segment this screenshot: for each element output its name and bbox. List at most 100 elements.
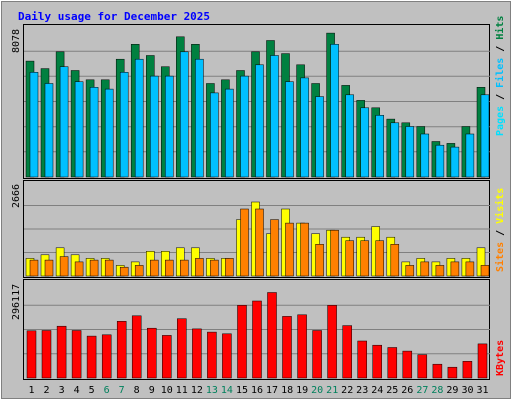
bar-sites <box>44 259 54 277</box>
bar-sites <box>390 244 400 277</box>
bar-sites <box>270 219 279 277</box>
bar-sites <box>345 240 354 277</box>
bar-files <box>435 144 445 178</box>
x-tick-label: 26 <box>401 385 413 396</box>
bar-files <box>89 87 99 178</box>
bar-files <box>405 126 415 178</box>
x-tick-label: 11 <box>176 385 188 396</box>
bar-kbytes <box>71 330 82 379</box>
x-tick-label: 18 <box>281 385 293 396</box>
bar-kbytes <box>101 334 112 379</box>
bar-kbytes <box>252 300 262 379</box>
bar-kbytes <box>372 344 382 379</box>
bar-files <box>240 75 249 178</box>
bar-files <box>360 107 369 178</box>
x-tick-label: 15 <box>236 385 248 396</box>
bar-kbytes <box>342 325 352 379</box>
bar-files <box>225 88 234 178</box>
bar-kbytes <box>417 354 428 379</box>
x-tick-label: 8 <box>134 385 140 396</box>
bar-files <box>165 75 174 178</box>
x-tick-label: 2 <box>43 385 49 396</box>
bar-files <box>450 146 460 178</box>
bar-kbytes <box>387 347 398 379</box>
bar-marks <box>25 32 490 379</box>
bar-files <box>150 75 159 178</box>
bottom-ymax-label: 296117 <box>11 284 22 320</box>
bar-files <box>104 88 114 178</box>
x-tick-label: 19 <box>296 385 308 396</box>
x-tick-label: 25 <box>386 385 398 396</box>
bar-kbytes <box>282 316 292 379</box>
bar-sites <box>420 261 430 277</box>
bar-files <box>390 122 400 178</box>
bar-sites <box>375 240 384 277</box>
x-tick-label: 3 <box>59 385 65 396</box>
bar-sites <box>119 266 129 277</box>
bar-files <box>255 64 264 178</box>
bar-kbytes <box>56 325 67 379</box>
bar-sites <box>465 261 475 277</box>
bar-kbytes <box>327 305 337 379</box>
legend-sep-3: / <box>495 224 506 242</box>
bar-sites <box>315 244 324 277</box>
bar-kbytes <box>447 366 458 379</box>
bar-sites <box>285 222 294 277</box>
bar-kbytes <box>207 331 217 379</box>
bar-sites <box>104 259 114 277</box>
x-tick-label: 6 <box>104 385 110 396</box>
bar-kbytes <box>147 327 157 379</box>
x-tick-label: 12 <box>191 385 203 396</box>
bar-sites <box>255 208 264 277</box>
bar-sites <box>74 261 84 277</box>
legend-pages: Pages <box>495 106 506 136</box>
bar-kbytes <box>477 343 488 379</box>
bar-files <box>420 133 430 178</box>
legend-hits: Hits <box>494 16 506 40</box>
bar-files <box>375 115 384 178</box>
bar-files <box>300 77 309 178</box>
bar-kbytes <box>222 333 232 379</box>
bar-sites <box>165 259 174 277</box>
x-tick-label: 9 <box>149 385 155 396</box>
x-tick-label: 22 <box>341 385 353 396</box>
x-tick-label: 14 <box>221 385 233 396</box>
bar-kbytes <box>237 305 247 379</box>
bar-kbytes <box>297 314 307 379</box>
chart-title: Daily usage for December 2025 <box>18 10 210 23</box>
bar-kbytes <box>116 321 127 379</box>
legend-visits: Visits <box>494 188 506 224</box>
bar-sites <box>300 222 309 277</box>
bar-sites <box>59 256 69 277</box>
bar-files <box>44 83 54 178</box>
bar-sites <box>405 265 415 277</box>
bar-files <box>180 51 189 178</box>
x-tick-label: 29 <box>446 385 458 396</box>
bar-sites <box>330 229 339 277</box>
bar-kbytes <box>86 335 97 379</box>
bar-sites <box>195 258 204 277</box>
legend-sep-2: / <box>495 40 506 58</box>
bar-kbytes <box>267 292 277 379</box>
bar-files <box>285 81 294 178</box>
x-tick-label: 13 <box>206 385 218 396</box>
x-tick-label: 31 <box>476 385 488 396</box>
x-axis-labels: 1 2 3 4 5 6 7 8 9 10 11 12 13 14 15 16 17 18 19 20 21 22 23 24 2… <box>28 385 488 396</box>
x-tick-label: 7 <box>119 385 125 396</box>
x-tick-label: 30 <box>461 385 473 396</box>
x-tick-label: 24 <box>371 385 383 396</box>
bar-files <box>345 94 354 178</box>
x-tick-label: 28 <box>431 385 443 396</box>
bar-kbytes <box>162 335 172 379</box>
bar-sites <box>480 265 490 277</box>
x-tick-label: 27 <box>416 385 428 396</box>
bar-files <box>465 133 475 178</box>
bar-kbytes <box>402 350 413 379</box>
legend-kbytes: KBytes <box>495 340 506 376</box>
bar-sites <box>89 259 99 277</box>
bar-kbytes <box>131 315 142 379</box>
bar-sites <box>210 259 219 277</box>
bar-sites <box>450 261 460 277</box>
x-tick-label: 17 <box>266 385 278 396</box>
